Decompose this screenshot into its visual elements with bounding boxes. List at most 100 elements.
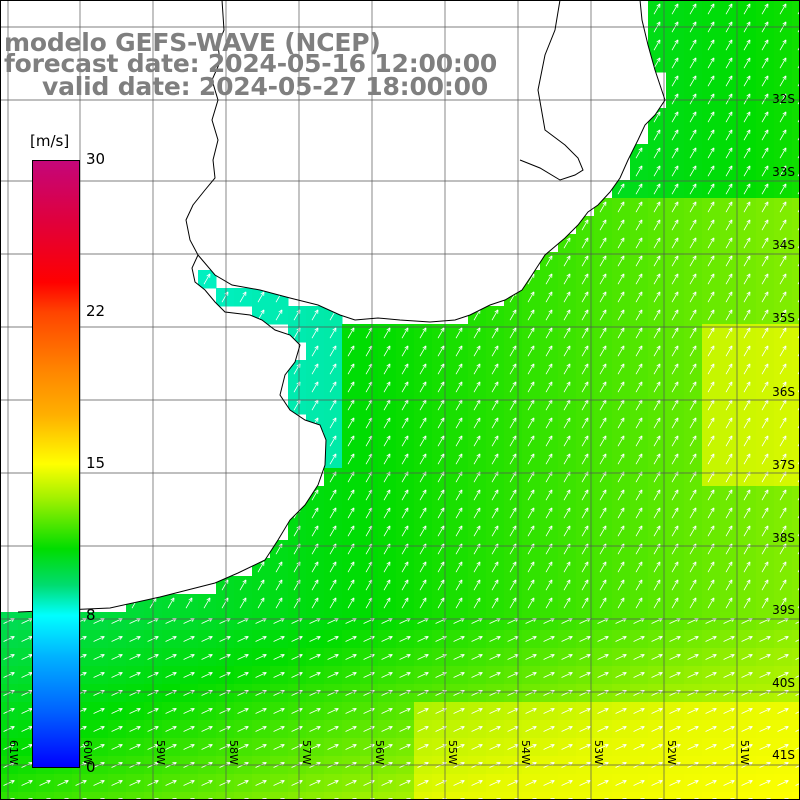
wind-arrow — [509, 489, 517, 501]
wind-arrow — [525, 780, 537, 786]
wind-arrow — [203, 273, 211, 285]
wind-arrow — [581, 291, 589, 303]
wind-arrow — [779, 345, 787, 357]
wind-arrow — [795, 657, 800, 660]
wind-arrow — [635, 363, 643, 375]
wind-arrow — [725, 273, 733, 285]
wind-arrow — [743, 273, 751, 285]
wind-arrow — [491, 561, 499, 573]
wind-arrow — [183, 708, 195, 714]
lon-label-60w: 60W — [81, 740, 94, 765]
wind-arrow — [3, 780, 15, 786]
wind-arrow — [527, 525, 535, 537]
wind-arrow — [329, 453, 337, 465]
wind-arrow — [653, 417, 661, 429]
wind-cell — [792, 792, 800, 800]
wind-arrow — [311, 489, 319, 501]
wind-arrow — [563, 417, 571, 429]
wind-arrow — [617, 183, 625, 195]
wind-arrow — [617, 291, 625, 303]
wind-arrow — [653, 525, 661, 537]
wind-arrow — [491, 363, 499, 375]
wind-arrow — [651, 672, 663, 678]
colorbar — [32, 160, 80, 768]
wind-arrow — [651, 654, 663, 660]
wind-arrow — [309, 672, 321, 678]
wind-arrow — [347, 327, 355, 339]
wind-arrow — [327, 636, 339, 642]
wind-arrow — [761, 561, 769, 573]
wind-cell — [522, 792, 541, 800]
wind-arrow — [527, 309, 535, 321]
wind-arrow — [689, 3, 697, 15]
wind-arrow — [615, 780, 627, 786]
wind-arrow — [579, 780, 591, 786]
wind-cell — [450, 792, 469, 800]
wind-arrow — [165, 744, 177, 750]
wind-cell — [738, 792, 757, 800]
lon-label-54w: 54W — [519, 740, 532, 765]
wind-arrow — [653, 561, 661, 573]
wind-cell — [72, 792, 91, 800]
wind-arrow — [219, 654, 231, 660]
wind-arrow — [779, 435, 787, 447]
wind-arrow — [489, 654, 501, 660]
wind-arrow — [759, 672, 771, 678]
wind-arrow — [543, 780, 555, 786]
wind-arrow — [705, 672, 717, 678]
colorbar-tick-8: 8 — [86, 606, 96, 624]
wind-arrow — [653, 255, 661, 267]
wind-cell — [792, 450, 800, 469]
wind-arrow — [383, 579, 391, 591]
wind-arrow — [383, 489, 391, 501]
wind-arrow — [471, 636, 483, 642]
wind-arrow — [581, 579, 589, 591]
wind-arrow — [635, 273, 643, 285]
wind-cell — [792, 36, 800, 55]
wind-arrow — [237, 780, 249, 786]
wind-arrow — [419, 345, 427, 357]
wind-arrow — [563, 507, 571, 519]
wind-arrow — [545, 363, 553, 375]
wind-arrow — [705, 726, 717, 732]
wind-arrow — [437, 363, 445, 375]
wind-arrow — [453, 780, 465, 786]
wind-arrow — [725, 183, 733, 195]
wind-arrow — [689, 201, 697, 213]
wind-cell — [162, 792, 181, 800]
wind-arrow — [545, 273, 553, 285]
wind-arrow — [39, 780, 51, 786]
wind-cell — [756, 792, 775, 800]
wind-arrow — [203, 597, 211, 609]
wind-arrow — [563, 273, 571, 285]
wind-arrow — [671, 309, 679, 321]
wind-arrow — [437, 453, 445, 465]
wind-arrow — [111, 708, 123, 714]
wind-arrow — [779, 561, 787, 573]
wind-arrow — [617, 525, 625, 537]
wind-arrow — [419, 489, 427, 501]
wind-arrow — [437, 507, 445, 519]
wind-arrow — [383, 327, 391, 339]
wind-arrow — [581, 309, 589, 321]
lon-label-58w: 58W — [227, 740, 240, 765]
wind-arrow — [309, 636, 321, 642]
wind-arrow — [707, 363, 715, 375]
wind-arrow — [599, 525, 607, 537]
wind-cell — [594, 792, 613, 800]
model-title: modelo GEFS-WAVE (NCEP) — [4, 28, 381, 57]
wind-arrow — [725, 291, 733, 303]
wind-arrow — [455, 507, 463, 519]
wind-arrow — [741, 744, 753, 750]
wind-arrow — [635, 255, 643, 267]
wind-arrow — [671, 291, 679, 303]
wind-arrow — [723, 636, 735, 642]
wind-arrow — [671, 363, 679, 375]
wind-arrow — [581, 327, 589, 339]
wind-arrow — [743, 111, 751, 123]
wind-arrow — [545, 453, 553, 465]
wind-arrow — [707, 345, 715, 357]
wind-arrow — [417, 726, 429, 732]
wind-arrow — [399, 726, 411, 732]
wind-arrow — [399, 672, 411, 678]
